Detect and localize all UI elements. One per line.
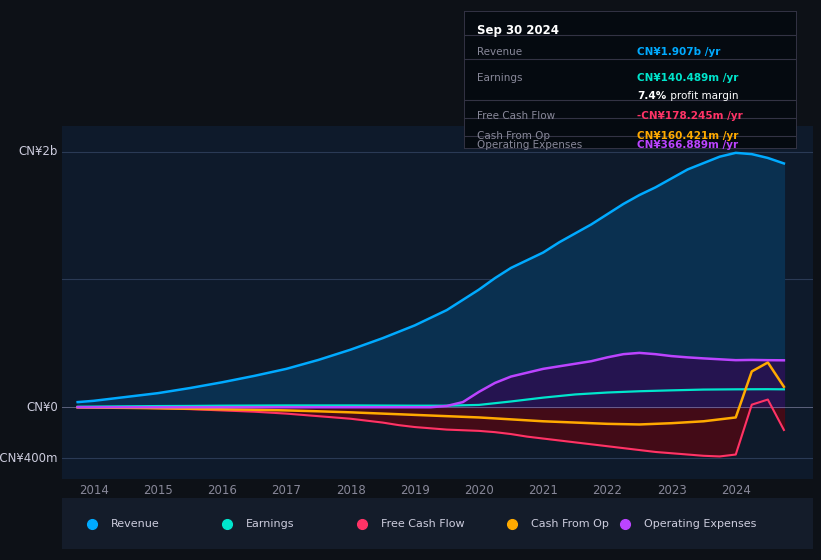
Text: Cash From Op: Cash From Op	[477, 130, 550, 141]
Text: Free Cash Flow: Free Cash Flow	[381, 519, 465, 529]
Text: Sep 30 2024: Sep 30 2024	[477, 24, 559, 36]
Text: profit margin: profit margin	[667, 91, 738, 101]
Text: CN¥366.889m /yr: CN¥366.889m /yr	[637, 140, 738, 150]
Text: -CN¥400m: -CN¥400m	[0, 452, 57, 465]
Text: CN¥140.489m /yr: CN¥140.489m /yr	[637, 73, 738, 83]
Text: CN¥2b: CN¥2b	[18, 145, 57, 158]
Text: Cash From Op: Cash From Op	[531, 519, 609, 529]
Text: CN¥160.421m /yr: CN¥160.421m /yr	[637, 130, 738, 141]
Text: -CN¥178.245m /yr: -CN¥178.245m /yr	[637, 111, 742, 122]
Text: CN¥0: CN¥0	[26, 401, 57, 414]
Text: Free Cash Flow: Free Cash Flow	[477, 111, 555, 122]
Text: 7.4%: 7.4%	[637, 91, 666, 101]
Text: Operating Expenses: Operating Expenses	[477, 140, 582, 150]
Text: CN¥1.907b /yr: CN¥1.907b /yr	[637, 47, 720, 57]
Text: Operating Expenses: Operating Expenses	[644, 519, 756, 529]
Text: Earnings: Earnings	[245, 519, 294, 529]
Text: Earnings: Earnings	[477, 73, 523, 83]
Text: Revenue: Revenue	[110, 519, 159, 529]
Text: Revenue: Revenue	[477, 47, 522, 57]
